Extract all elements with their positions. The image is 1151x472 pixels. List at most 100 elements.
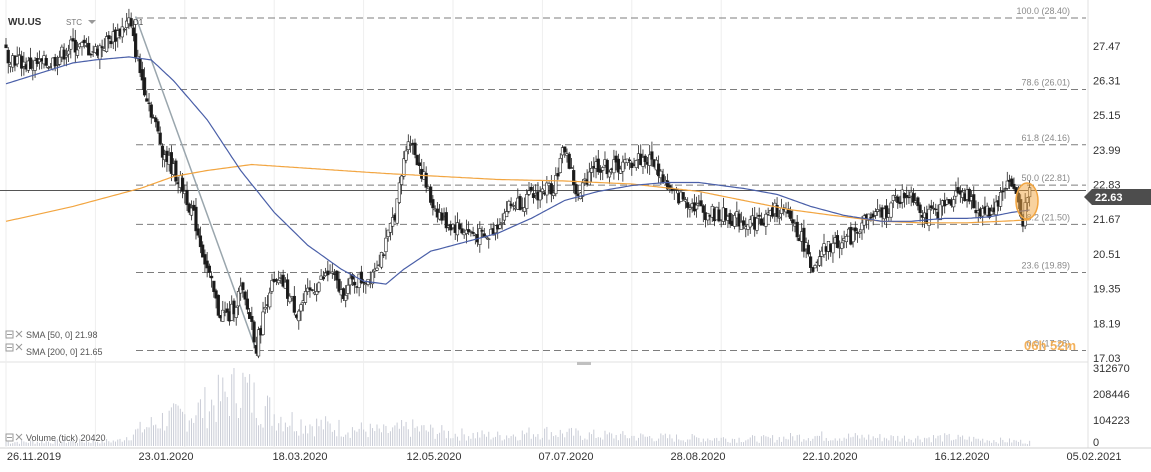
candle-body[interactable] xyxy=(469,231,473,233)
candle-body[interactable] xyxy=(370,271,375,285)
sma50-line[interactable] xyxy=(5,56,1030,285)
candle-body[interactable] xyxy=(89,53,93,56)
candle-body[interactable] xyxy=(929,205,933,209)
candle-body[interactable] xyxy=(361,281,366,284)
sma50-legend-item[interactable]: SMA [50, 0] 21.98 xyxy=(5,330,98,340)
candle-body[interactable] xyxy=(840,242,844,249)
candle-body[interactable] xyxy=(44,57,48,66)
candle-body[interactable] xyxy=(695,204,699,210)
candle-body[interactable] xyxy=(402,158,406,177)
candle-body[interactable] xyxy=(467,229,471,233)
candle-body[interactable] xyxy=(415,154,419,166)
candle-body[interactable] xyxy=(529,186,533,191)
candle-body[interactable] xyxy=(248,312,252,319)
candle-body[interactable] xyxy=(967,188,971,202)
candle-body[interactable] xyxy=(471,232,475,234)
candle-body[interactable] xyxy=(241,282,245,291)
candle-body[interactable] xyxy=(668,185,672,188)
candle-body[interactable] xyxy=(308,287,312,291)
candle-body[interactable] xyxy=(28,57,33,69)
candle-body[interactable] xyxy=(605,159,609,175)
candle-body[interactable] xyxy=(315,291,319,295)
candle-body[interactable] xyxy=(759,218,764,226)
candle-body[interactable] xyxy=(1001,190,1005,193)
fib-trend-line[interactable] xyxy=(134,16,258,351)
candle-body[interactable] xyxy=(341,288,346,300)
candle-body[interactable] xyxy=(73,39,77,53)
candle-body[interactable] xyxy=(757,214,761,217)
candle-body[interactable] xyxy=(80,42,84,48)
candle-body[interactable] xyxy=(500,222,504,224)
candle-body[interactable] xyxy=(109,40,113,45)
candle-body[interactable] xyxy=(66,50,71,55)
candle-body[interactable] xyxy=(556,173,560,177)
candle-body[interactable] xyxy=(201,244,205,258)
candle-body[interactable] xyxy=(134,33,138,59)
close-icon[interactable] xyxy=(15,343,23,351)
candle-body[interactable] xyxy=(286,279,290,299)
candle-body[interactable] xyxy=(775,205,779,217)
candle-body[interactable] xyxy=(574,184,578,195)
candle-body[interactable] xyxy=(518,196,522,210)
candle-body[interactable] xyxy=(998,191,1003,207)
candle-body[interactable] xyxy=(621,161,625,172)
candle-body[interactable] xyxy=(17,54,22,56)
candle-body[interactable] xyxy=(169,152,173,174)
candle-body[interactable] xyxy=(507,200,511,212)
candle-body[interactable] xyxy=(292,295,296,313)
candle-body[interactable] xyxy=(811,267,815,272)
candle-body[interactable] xyxy=(15,56,19,65)
sma200-line[interactable] xyxy=(5,163,1030,224)
candle-body[interactable] xyxy=(764,213,768,227)
candle-body[interactable] xyxy=(33,60,37,71)
candle-body[interactable] xyxy=(567,153,571,169)
candle-body[interactable] xyxy=(180,177,185,192)
candle-body[interactable] xyxy=(404,150,408,161)
candle-body[interactable] xyxy=(317,282,321,292)
candle-body[interactable] xyxy=(225,308,229,313)
candle-body[interactable] xyxy=(382,254,386,256)
candle-body[interactable] xyxy=(596,158,600,173)
candle-body[interactable] xyxy=(429,186,433,203)
candle-body[interactable] xyxy=(627,159,632,162)
candle-body[interactable] xyxy=(739,221,743,230)
candle-body[interactable] xyxy=(160,145,165,158)
candle-body[interactable] xyxy=(531,193,536,198)
candle-body[interactable] xyxy=(545,182,549,196)
candle-body[interactable] xyxy=(755,217,759,231)
candle-body[interactable] xyxy=(511,205,515,207)
candle-body[interactable] xyxy=(994,201,998,216)
candle-body[interactable] xyxy=(431,199,435,209)
candle-body[interactable] xyxy=(835,235,840,248)
candle-body[interactable] xyxy=(788,210,793,219)
candle-body[interactable] xyxy=(889,202,893,218)
candle-body[interactable] xyxy=(207,265,211,273)
candle-body[interactable] xyxy=(802,227,806,252)
candle-body[interactable] xyxy=(281,274,285,287)
candle-body[interactable] xyxy=(397,182,401,203)
candle-body[interactable] xyxy=(69,39,73,50)
candle-body[interactable] xyxy=(154,117,158,123)
candle-body[interactable] xyxy=(972,194,976,209)
candle-body[interactable] xyxy=(1010,178,1014,187)
candle-body[interactable] xyxy=(348,277,352,286)
candle-body[interactable] xyxy=(634,160,638,169)
candle-body[interactable] xyxy=(196,228,200,236)
candle-body[interactable] xyxy=(648,154,652,166)
candle-body[interactable] xyxy=(460,228,464,234)
candle-body[interactable] xyxy=(212,280,216,292)
close-icon[interactable] xyxy=(15,330,23,338)
candle-body[interactable] xyxy=(194,206,198,232)
candle-body[interactable] xyxy=(216,294,220,316)
candle-body[interactable] xyxy=(927,208,931,226)
candle-body[interactable] xyxy=(898,201,902,205)
candle-body[interactable] xyxy=(145,98,149,102)
candle-body[interactable] xyxy=(458,223,462,230)
candle-body[interactable] xyxy=(185,189,189,206)
candle-body[interactable] xyxy=(681,192,685,200)
candle-body[interactable] xyxy=(851,229,855,243)
candle-body[interactable] xyxy=(873,211,878,216)
candle-body[interactable] xyxy=(569,167,574,169)
candle-body[interactable] xyxy=(321,276,325,280)
candle-body[interactable] xyxy=(408,144,413,146)
